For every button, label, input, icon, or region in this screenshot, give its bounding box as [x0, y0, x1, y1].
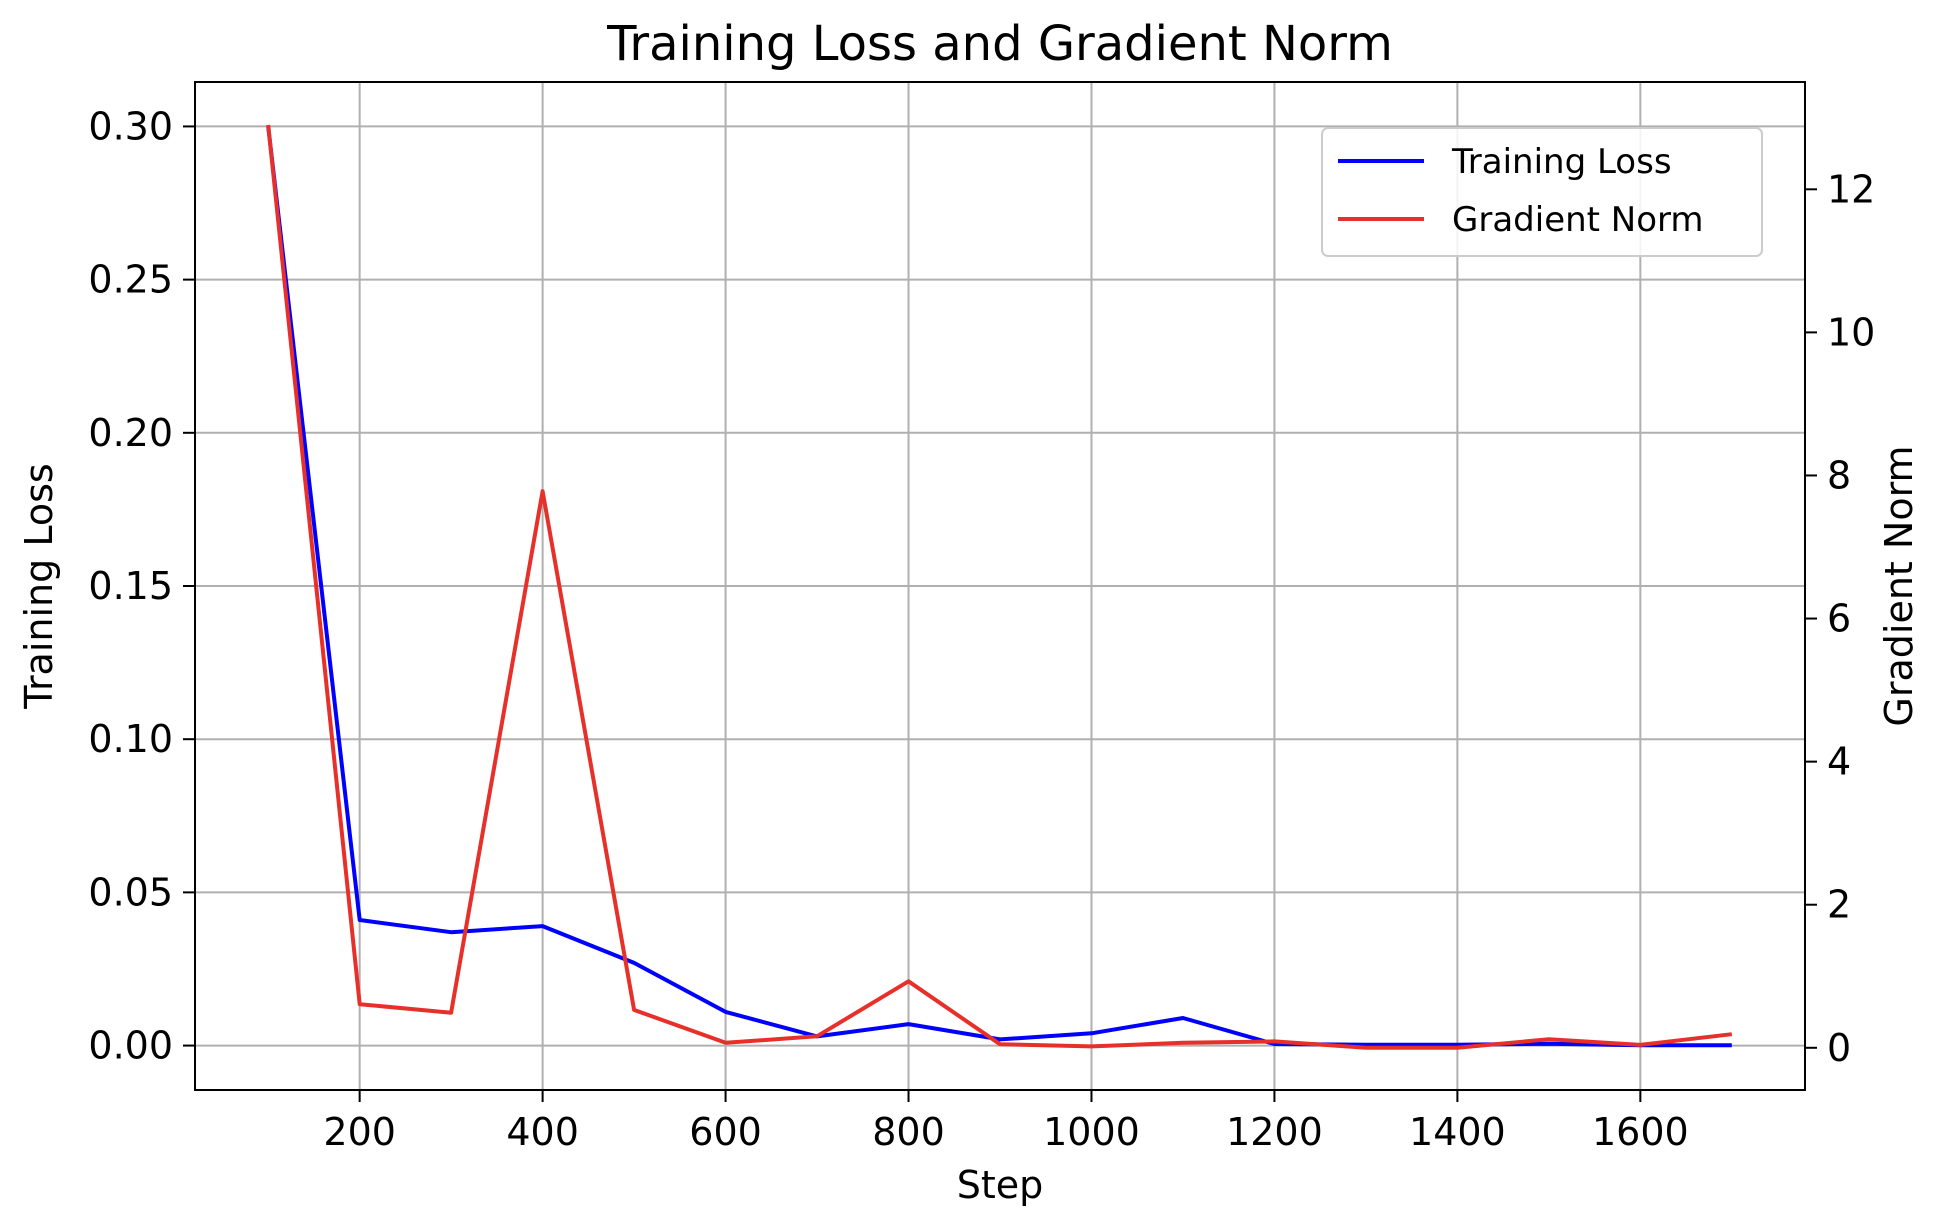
y-left-tick-label: 0.15 [88, 564, 173, 608]
x-tick-label: 600 [689, 1110, 762, 1154]
series-layer [266, 124, 1733, 1050]
x-tick-label: 1200 [1226, 1110, 1323, 1154]
legend-label-gradient-norm: Gradient Norm [1452, 200, 1704, 240]
y-left-tick-label: 0.20 [88, 411, 173, 455]
y-right-tick-label: 10 [1827, 310, 1875, 354]
y-right-axis-label: Gradient Norm [1877, 445, 1921, 726]
tick-layer: 200 400 600 800 1000 1200 1400 1600 0.00 0.05 0.10… [88, 104, 1875, 1154]
y-left-tick-label: 0.10 [88, 717, 173, 761]
chart-title: Training Loss and Gradient Norm [606, 16, 1393, 72]
x-tick-label: 400 [506, 1110, 579, 1154]
legend-box [1321, 127, 1763, 257]
y-right-tick-label: 4 [1827, 740, 1851, 784]
series-line-gradient-norm [266, 124, 1733, 1050]
y-right-tick-label: 2 [1827, 883, 1851, 927]
legend-label-training-loss: Training Loss [1451, 142, 1672, 182]
x-tick-label: 1400 [1409, 1110, 1506, 1154]
y-left-tick-label: 0.25 [88, 258, 173, 302]
x-axis-label: Step [957, 1163, 1044, 1207]
x-tick-label: 1600 [1592, 1110, 1689, 1154]
x-tick-label: 800 [872, 1110, 945, 1154]
y-right-tick-label: 6 [1827, 597, 1851, 641]
y-left-tick-label: 0.30 [88, 104, 173, 148]
x-tick-label: 200 [323, 1110, 396, 1154]
y-left-tick-label: 0.05 [88, 870, 173, 914]
x-tick-label: 1000 [1043, 1110, 1140, 1154]
y-right-tick-label: 8 [1827, 453, 1851, 497]
legend: Training Loss Gradient Norm [1321, 127, 1763, 257]
y-right-tick-label: 12 [1827, 167, 1875, 211]
y-left-tick-label: 0.00 [88, 1024, 173, 1068]
y-left-axis-label: Training Loss [17, 463, 61, 709]
y-right-tick-label: 0 [1827, 1026, 1851, 1070]
grid-layer [195, 82, 1805, 1090]
